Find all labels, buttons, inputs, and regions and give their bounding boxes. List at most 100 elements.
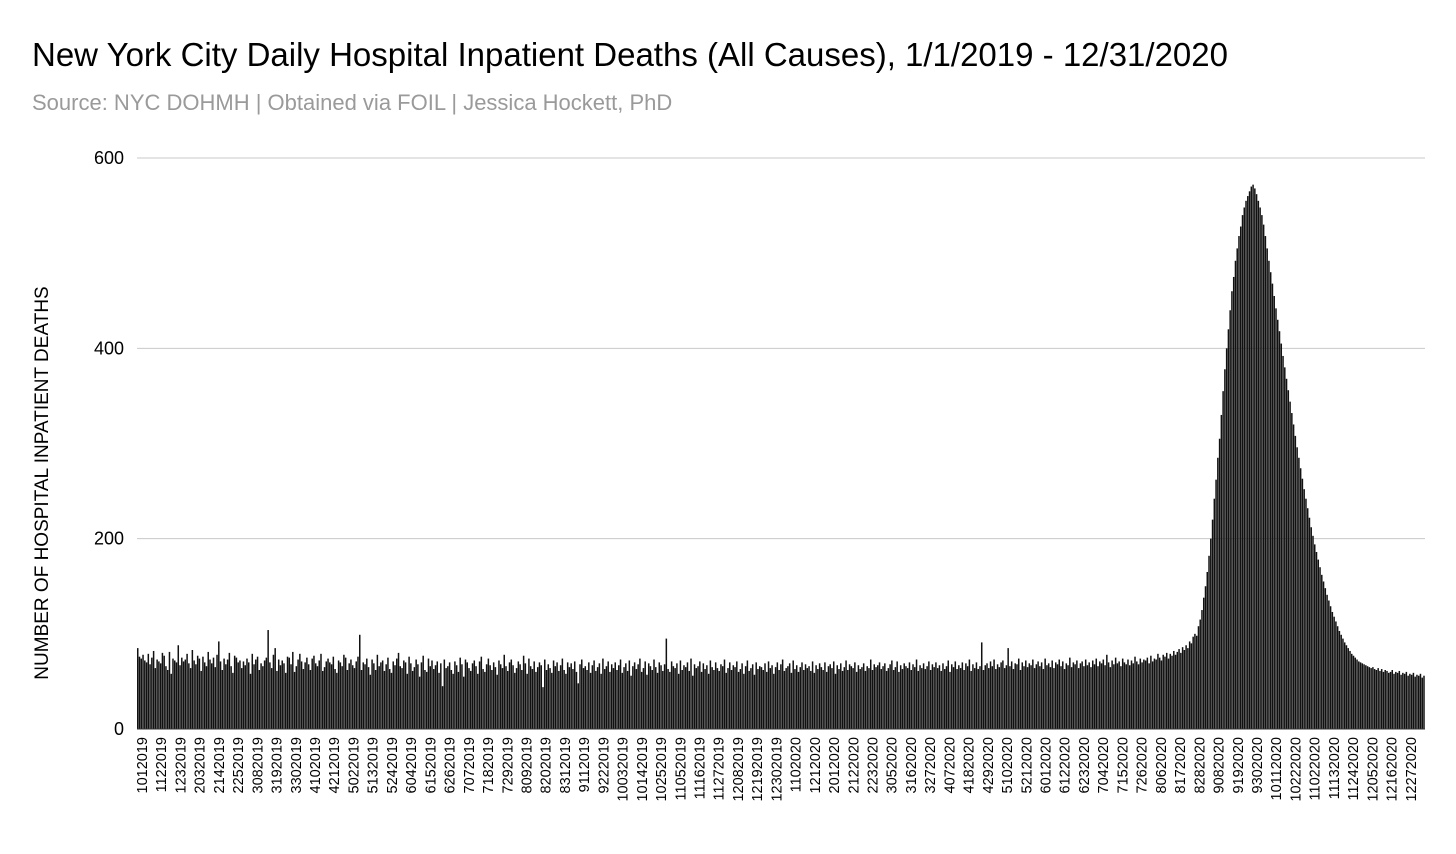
bar — [1391, 670, 1394, 729]
bar — [776, 662, 779, 729]
bar — [501, 668, 504, 729]
x-tick-label: 6042019 — [404, 737, 420, 793]
bar — [1128, 665, 1131, 729]
bar — [748, 670, 750, 729]
bar — [610, 664, 613, 729]
bar — [1125, 664, 1127, 729]
bar — [1130, 660, 1133, 729]
bar — [931, 664, 934, 729]
bar — [434, 665, 437, 729]
bar — [332, 656, 335, 729]
bar — [1070, 667, 1073, 729]
x-tick-label: 3272020 — [923, 737, 939, 793]
bar — [436, 661, 439, 729]
bar — [320, 653, 322, 729]
gridlines — [137, 157, 1425, 540]
bar — [753, 674, 756, 729]
bar — [1299, 468, 1302, 729]
bar — [1151, 661, 1154, 729]
x-tick-label: 3082019 — [250, 737, 266, 793]
bar — [154, 668, 157, 729]
bar — [822, 670, 824, 729]
bar — [450, 670, 453, 729]
bar — [581, 659, 583, 729]
bar — [1326, 594, 1328, 729]
bar — [644, 661, 646, 729]
bar — [616, 670, 618, 729]
chart-subtitle: Source: NYC DOHMH | Obtained via FOIL | … — [32, 90, 673, 115]
bar — [1162, 654, 1164, 729]
bar — [614, 662, 616, 729]
bar — [489, 665, 491, 729]
x-tick-label: 4072020 — [942, 737, 958, 793]
bar — [159, 663, 162, 729]
bar — [1003, 668, 1006, 729]
bar — [1296, 447, 1298, 729]
bar — [512, 665, 514, 729]
bar — [274, 648, 276, 729]
bar — [341, 666, 343, 729]
bar — [750, 668, 752, 729]
bar — [351, 665, 354, 729]
bar — [388, 669, 391, 729]
x-tick-label: 12192019 — [750, 737, 766, 802]
bar — [417, 664, 419, 729]
bar — [973, 668, 976, 729]
bar — [138, 656, 141, 729]
bar — [1305, 498, 1307, 729]
bar — [866, 666, 868, 729]
bar — [551, 672, 553, 729]
bar — [1254, 188, 1256, 729]
bar — [896, 661, 898, 729]
bar — [353, 668, 356, 729]
bar — [1044, 658, 1046, 729]
bar — [1379, 670, 1381, 729]
bar — [306, 657, 308, 730]
bar — [1238, 236, 1240, 730]
bar — [815, 665, 817, 729]
bar — [1361, 663, 1364, 729]
bar — [1403, 673, 1406, 729]
bar — [272, 654, 275, 729]
bar — [824, 662, 826, 729]
bar — [279, 665, 282, 729]
bar — [989, 661, 992, 729]
bar — [884, 663, 886, 729]
bar — [253, 664, 255, 729]
bar — [914, 667, 916, 729]
bar — [991, 666, 994, 729]
bar — [369, 674, 372, 729]
bar — [995, 669, 997, 729]
bar — [730, 670, 733, 729]
x-tick-label: 9112019 — [577, 737, 593, 792]
bar — [674, 668, 676, 729]
bar — [1375, 670, 1378, 729]
bar — [584, 666, 587, 729]
bar — [1102, 659, 1105, 729]
bar — [1054, 662, 1057, 729]
bar — [1040, 662, 1043, 729]
bar — [1150, 655, 1152, 729]
x-tick-label: 8312019 — [558, 737, 574, 793]
bar — [760, 667, 763, 729]
bar — [165, 666, 167, 729]
bar — [817, 669, 819, 729]
bar — [1271, 283, 1274, 729]
bar — [906, 668, 909, 729]
bar — [1118, 661, 1120, 729]
bar — [808, 666, 810, 729]
bar — [166, 670, 169, 729]
x-tick-label: 7042020 — [1096, 737, 1112, 793]
bar — [1206, 571, 1209, 729]
bar — [403, 660, 405, 729]
bar — [174, 660, 176, 729]
bar — [864, 670, 867, 729]
bar — [288, 657, 291, 730]
bar — [140, 658, 143, 729]
bar — [290, 664, 292, 729]
bar — [149, 664, 151, 729]
bar — [1185, 645, 1187, 729]
bar — [515, 668, 518, 729]
bar — [508, 662, 511, 729]
bar — [1366, 666, 1369, 729]
